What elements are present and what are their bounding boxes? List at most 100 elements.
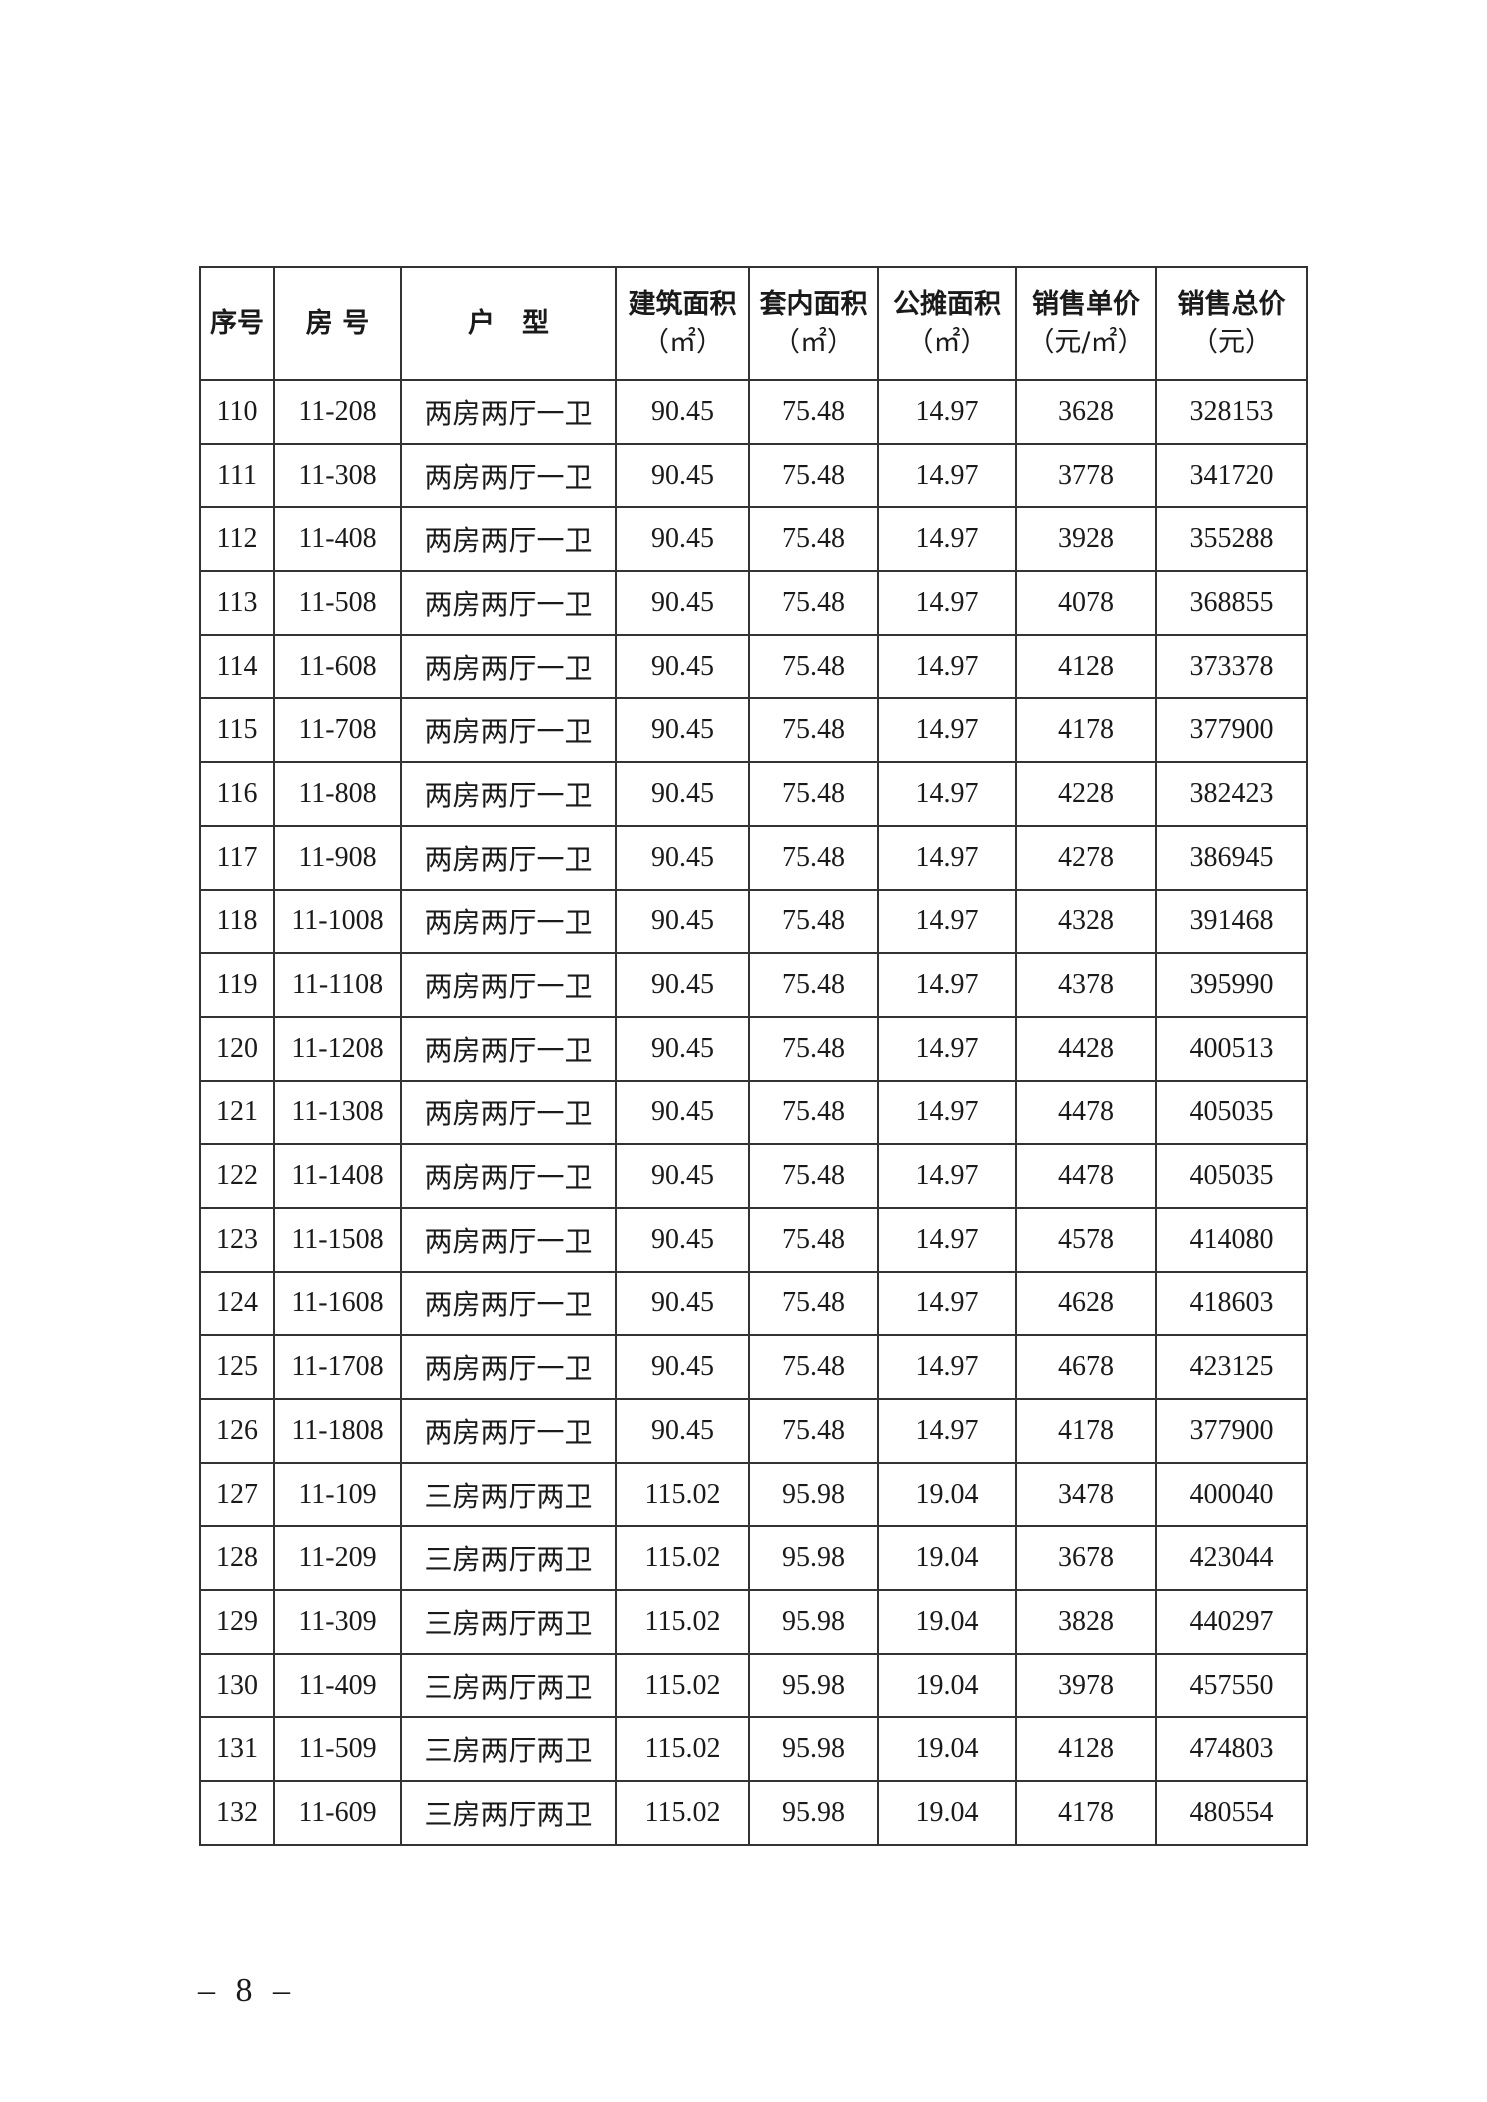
table-cell: 三房两厅两卫 bbox=[400, 1525, 617, 1592]
table-row: 113 11-508 两房两厅一卫 90.45 75.48 14.97 4078 368855 bbox=[199, 570, 1308, 636]
table-cell: 90.45 bbox=[615, 633, 750, 700]
table-cell: 90.45 bbox=[615, 570, 750, 636]
table-cell: 95.98 bbox=[748, 1525, 879, 1592]
table-cell: 11-409 bbox=[273, 1652, 402, 1719]
table-row: 132 11-609 三房两厅两卫 115.02 95.98 19.04 4178 48055… bbox=[199, 1780, 1308, 1846]
table-cell: 125 bbox=[199, 1334, 275, 1400]
table-cell: 90.45 bbox=[615, 506, 750, 573]
table-cell: 115.02 bbox=[615, 1652, 750, 1719]
table-row: 124 11-1608 两房两厅一卫 90.45 75.48 14.97 4628 41860… bbox=[199, 1270, 1308, 1337]
table-cell: 90.45 bbox=[615, 1334, 750, 1400]
table-cell: 两房两厅一卫 bbox=[400, 379, 617, 445]
table-cell: 3778 bbox=[1015, 442, 1157, 509]
table-cell: 11-808 bbox=[273, 761, 402, 827]
column-header: 序号 bbox=[199, 266, 275, 381]
table-cell: 386945 bbox=[1155, 824, 1308, 891]
table-row: 123 11-1508 两房两厅一卫 90.45 75.48 14.97 4578 41408… bbox=[199, 1206, 1308, 1273]
table-cell: 113 bbox=[199, 570, 275, 636]
table-cell: 三房两厅两卫 bbox=[400, 1461, 617, 1528]
table-cell: 11-608 bbox=[273, 633, 402, 700]
header-line1: 销售总价 bbox=[1177, 288, 1286, 320]
table-cell: 474803 bbox=[1155, 1716, 1308, 1783]
table-cell: 11-1708 bbox=[273, 1334, 402, 1400]
table-cell: 90.45 bbox=[615, 1270, 750, 1337]
table-cell: 两房两厅一卫 bbox=[400, 506, 617, 573]
table-row: 122 11-1408 两房两厅一卫 90.45 75.48 14.97 4478 40503… bbox=[199, 1143, 1308, 1209]
table-cell: 90.45 bbox=[615, 697, 750, 764]
table-cell: 4478 bbox=[1015, 1143, 1157, 1209]
table-cell: 115.02 bbox=[615, 1716, 750, 1783]
column-header: 建筑面积 （㎡） bbox=[615, 266, 750, 381]
table-cell: 14.97 bbox=[877, 888, 1017, 955]
header-line1: 公摊面积 bbox=[893, 288, 1001, 320]
table-row: 119 11-1108 两房两厅一卫 90.45 75.48 14.97 4378 39599… bbox=[199, 952, 1308, 1018]
table-cell: 三房两厅两卫 bbox=[400, 1716, 617, 1783]
table-row: 128 11-209 三房两厅两卫 115.02 95.98 19.04 3678 42304… bbox=[199, 1525, 1308, 1592]
table-cell: 423044 bbox=[1155, 1525, 1308, 1592]
header-unit: （元） bbox=[1191, 326, 1272, 358]
table-cell: 14.97 bbox=[877, 506, 1017, 573]
table-cell: 112 bbox=[199, 506, 275, 573]
table-cell: 14.97 bbox=[877, 1015, 1017, 1082]
table-row: 112 11-408 两房两厅一卫 90.45 75.48 14.97 3928 355288 bbox=[199, 506, 1308, 573]
table-cell: 三房两厅两卫 bbox=[400, 1652, 617, 1719]
table-cell: 75.48 bbox=[748, 570, 879, 636]
table-cell: 90.45 bbox=[615, 1015, 750, 1082]
table-cell: 14.97 bbox=[877, 1143, 1017, 1209]
table-cell: 414080 bbox=[1155, 1206, 1308, 1273]
table-cell: 14.97 bbox=[877, 952, 1017, 1018]
table-row: 131 11-509 三房两厅两卫 115.02 95.98 19.04 4128 47480… bbox=[199, 1716, 1308, 1783]
table-cell: 75.48 bbox=[748, 1079, 879, 1146]
table-cell: 3678 bbox=[1015, 1525, 1157, 1592]
table-cell: 4578 bbox=[1015, 1206, 1157, 1273]
table-cell: 90.45 bbox=[615, 1206, 750, 1273]
table-cell: 75.48 bbox=[748, 1206, 879, 1273]
table-cell: 19.04 bbox=[877, 1780, 1017, 1846]
table-cell: 三房两厅两卫 bbox=[400, 1780, 617, 1846]
table-cell: 4178 bbox=[1015, 697, 1157, 764]
table-cell: 400513 bbox=[1155, 1015, 1308, 1082]
table-cell: 341720 bbox=[1155, 442, 1308, 509]
table-cell: 373378 bbox=[1155, 633, 1308, 700]
table-row: 117 11-908 两房两厅一卫 90.45 75.48 14.97 4278 386945 bbox=[199, 824, 1308, 891]
table-row: 127 11-109 三房两厅两卫 115.02 95.98 19.04 3478 40004… bbox=[199, 1461, 1308, 1528]
table-cell: 11-708 bbox=[273, 697, 402, 764]
table-cell: 两房两厅一卫 bbox=[400, 633, 617, 700]
table-cell: 3828 bbox=[1015, 1589, 1157, 1655]
table-cell: 11-408 bbox=[273, 506, 402, 573]
table-cell: 120 bbox=[199, 1015, 275, 1082]
table-cell: 90.45 bbox=[615, 1143, 750, 1209]
table-cell: 两房两厅一卫 bbox=[400, 442, 617, 509]
table-cell: 19.04 bbox=[877, 1716, 1017, 1783]
table-row: 111 11-308 两房两厅一卫 90.45 75.48 14.97 3778 341720 bbox=[199, 442, 1308, 509]
table-cell: 126 bbox=[199, 1398, 275, 1464]
table-cell: 75.48 bbox=[748, 697, 879, 764]
table-cell: 14.97 bbox=[877, 697, 1017, 764]
table-cell: 两房两厅一卫 bbox=[400, 888, 617, 955]
table-cell: 11-908 bbox=[273, 824, 402, 891]
table-cell: 14.97 bbox=[877, 379, 1017, 445]
table-cell: 90.45 bbox=[615, 379, 750, 445]
table-cell: 115.02 bbox=[615, 1589, 750, 1655]
table-cell: 19.04 bbox=[877, 1652, 1017, 1719]
table-cell: 457550 bbox=[1155, 1652, 1308, 1719]
table-cell: 111 bbox=[199, 442, 275, 509]
table-cell: 128 bbox=[199, 1525, 275, 1592]
table-cell: 75.48 bbox=[748, 1015, 879, 1082]
table-cell: 11-208 bbox=[273, 379, 402, 445]
table-cell: 405035 bbox=[1155, 1079, 1308, 1146]
table-cell: 75.48 bbox=[748, 952, 879, 1018]
table-cell: 11-1408 bbox=[273, 1143, 402, 1209]
table-row: 115 11-708 两房两厅一卫 90.45 75.48 14.97 4178 377900 bbox=[199, 697, 1308, 764]
table-cell: 130 bbox=[199, 1652, 275, 1719]
header-line1: 套内面积 bbox=[759, 288, 868, 320]
table-cell: 115.02 bbox=[615, 1780, 750, 1846]
table-cell: 11-1608 bbox=[273, 1270, 402, 1337]
table-cell: 3978 bbox=[1015, 1652, 1157, 1719]
table-cell: 75.48 bbox=[748, 824, 879, 891]
table-cell: 122 bbox=[199, 1143, 275, 1209]
table-cell: 11-1208 bbox=[273, 1015, 402, 1082]
page-number: – 8 – bbox=[198, 1972, 296, 2009]
table-cell: 127 bbox=[199, 1461, 275, 1528]
header-line1: 户 型 bbox=[468, 307, 549, 339]
